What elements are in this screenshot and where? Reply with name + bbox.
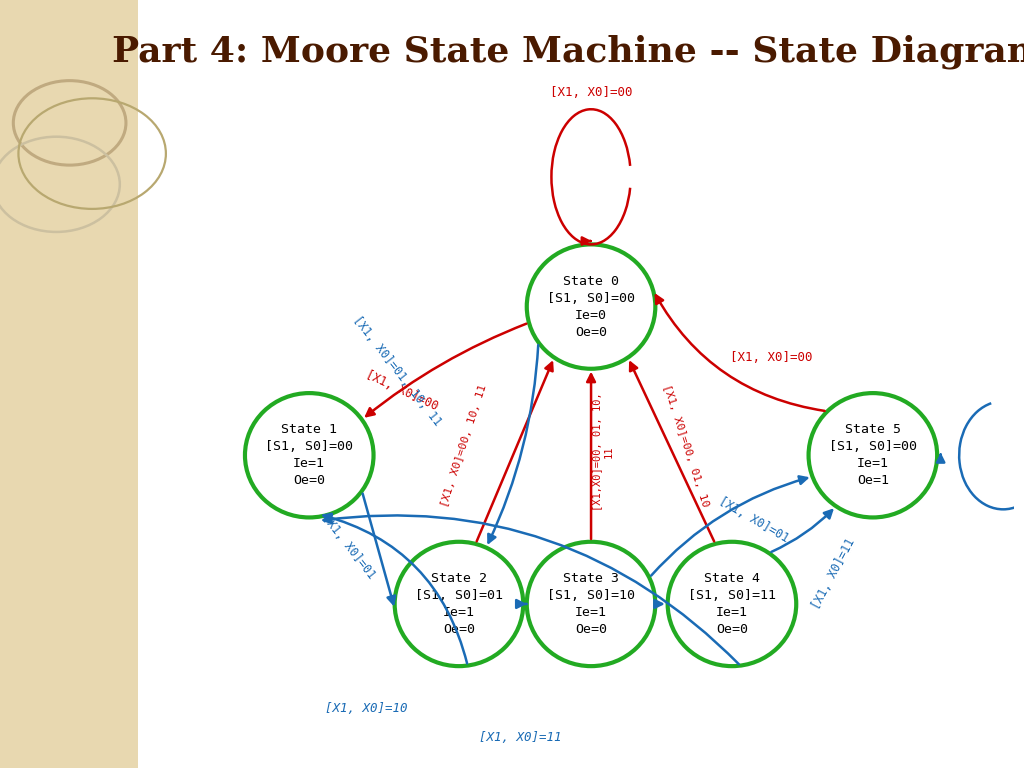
Text: [X1, X0]=11: [X1, X0]=11 <box>809 536 857 611</box>
Ellipse shape <box>245 393 374 518</box>
Text: State 1
[S1, S0]=00
Ie=1
Oe=0: State 1 [S1, S0]=00 Ie=1 Oe=0 <box>265 423 353 487</box>
Text: State 4
[S1, S0]=11
Ie=1
Oe=0: State 4 [S1, S0]=11 Ie=1 Oe=0 <box>688 572 776 636</box>
Text: State 3
[S1, S0]=10
Ie=1
Oe=0: State 3 [S1, S0]=10 Ie=1 Oe=0 <box>547 572 635 636</box>
Text: [X1, X0]=00, 10, 11: [X1, X0]=00, 10, 11 <box>439 382 487 508</box>
Text: [X1, X0]=11: [X1, X0]=11 <box>479 731 562 744</box>
Ellipse shape <box>668 541 797 666</box>
Text: Part 4: Moore State Machine -- State Diagram: Part 4: Moore State Machine -- State Dia… <box>112 35 1024 69</box>
Ellipse shape <box>809 393 937 518</box>
Text: State 5
[S1, S0]=00
Ie=1
Oe=1: State 5 [S1, S0]=00 Ie=1 Oe=1 <box>828 423 916 487</box>
Text: [X1, X0]=01: [X1, X0]=01 <box>717 495 792 545</box>
Text: [X1,X0]=00, 01, 10,
11: [X1,X0]=00, 01, 10, 11 <box>592 392 613 511</box>
Text: [X1, X0]=01: [X1, X0]=01 <box>319 511 378 581</box>
Ellipse shape <box>526 541 655 666</box>
Text: [X1, X0]=10: [X1, X0]=10 <box>326 702 408 715</box>
Ellipse shape <box>394 541 523 666</box>
Text: [X1, X0]=00: [X1, X0]=00 <box>730 351 813 364</box>
Text: State 2
[S1, S0]=01
Ie=1
Oe=0: State 2 [S1, S0]=01 Ie=1 Oe=0 <box>415 572 503 636</box>
Ellipse shape <box>526 244 655 369</box>
Text: [X1, X0]=00: [X1, X0]=00 <box>364 369 440 413</box>
Text: [X1, X0]=00, 01, 10: [X1, X0]=00, 01, 10 <box>662 382 711 508</box>
Text: [X1, X0]=00: [X1, X0]=00 <box>550 86 632 99</box>
Text: [X1, X0]=01, 10, 11: [X1, X0]=01, 10, 11 <box>350 313 444 428</box>
Text: State 0
[S1, S0]=00
Ie=0
Oe=0: State 0 [S1, S0]=00 Ie=0 Oe=0 <box>547 275 635 339</box>
